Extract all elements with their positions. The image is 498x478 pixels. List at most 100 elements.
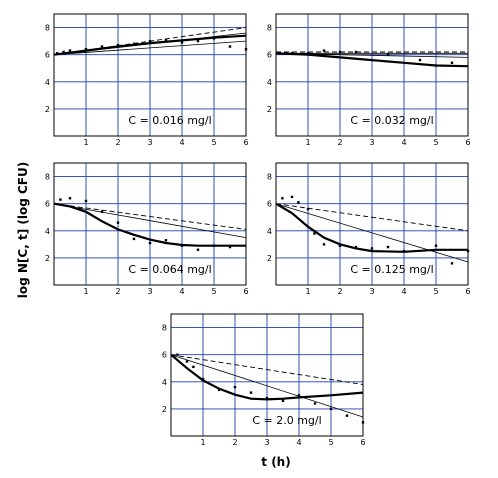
data-point [100, 45, 104, 48]
data-point [185, 360, 189, 363]
panel-4: 1 2 3 4 5 6 2 4 6 8 C = 0.125 mg/l [267, 162, 471, 296]
y-tick-label: 4 [267, 78, 272, 87]
data-point [281, 197, 284, 200]
data-point [354, 50, 358, 54]
x-tick-label: 2 [232, 438, 237, 447]
data-point [56, 52, 59, 55]
data-point [180, 244, 184, 247]
x-tick-label: 6 [243, 287, 248, 296]
plot-frame [275, 162, 469, 286]
data-point [386, 245, 390, 249]
data-point [176, 353, 179, 356]
data-point [217, 388, 221, 392]
x-tick-label: 1 [200, 438, 205, 447]
x-tick-label: 4 [401, 287, 406, 296]
data-point [265, 396, 269, 400]
y-tick-label: 2 [45, 254, 50, 263]
data-point [148, 241, 152, 245]
data-point [297, 394, 301, 397]
data-point [450, 61, 454, 64]
data-point [212, 244, 216, 247]
data-point [212, 37, 216, 40]
data-point [313, 402, 317, 405]
y-tick-label: 2 [162, 405, 167, 414]
panel-1: 1 2 3 4 5 6 2 4 6 8 C = 0.016 mg/l [45, 13, 249, 147]
data-point [192, 365, 195, 369]
data-point [354, 245, 358, 249]
x-tick-label: 6 [465, 287, 470, 296]
data-point [313, 232, 316, 235]
data-point [164, 38, 168, 41]
data-point [402, 249, 406, 253]
x-tick-label: 6 [243, 138, 248, 147]
data-point [196, 39, 200, 43]
y-tick-label: 2 [267, 105, 272, 114]
x-tick-label: 4 [296, 438, 301, 447]
y-tick-label: 6 [45, 51, 50, 60]
y-tick-label: 4 [267, 227, 272, 236]
x-tick-label: 2 [115, 138, 120, 147]
y-tick-label: 8 [45, 173, 50, 182]
panel-2: 1 2 3 4 5 6 2 4 6 8 C = 0.032 mg/l [267, 13, 471, 147]
plot-frame [275, 13, 469, 137]
concentration-label: C = 0.125 mg/l [350, 263, 433, 276]
data-point [84, 48, 88, 51]
data-point [148, 39, 152, 43]
data-point [201, 377, 205, 381]
y-tick-label: 6 [162, 351, 167, 360]
data-point [418, 58, 422, 62]
data-point [59, 198, 62, 201]
concentration-label: C = 0.016 mg/l [128, 114, 211, 127]
data-point [345, 414, 349, 417]
data-point [196, 248, 200, 251]
x-tick-label: 3 [147, 287, 152, 296]
x-tick-label: 5 [211, 287, 216, 296]
data-point [228, 45, 232, 48]
y-tick-label: 8 [162, 324, 167, 333]
x-tick-label: 4 [179, 138, 184, 147]
x-tick-label: 3 [369, 138, 374, 147]
data-point [233, 386, 237, 389]
data-point [281, 399, 285, 402]
y-tick-label: 4 [45, 227, 50, 236]
data-point [306, 207, 310, 211]
x-tick-label: 2 [337, 138, 342, 147]
x-tick-label: 4 [179, 287, 184, 296]
x-tick-label: 5 [328, 438, 333, 447]
x-tick-label: 4 [401, 138, 406, 147]
thin-line [53, 40, 247, 56]
data-point [68, 197, 72, 200]
data-point [164, 239, 168, 242]
data-point [68, 49, 72, 52]
data-point [116, 221, 120, 224]
dashed-line [53, 203, 247, 230]
data-point [244, 48, 248, 51]
y-tick-label: 8 [45, 24, 50, 33]
y-tick-label: 6 [267, 51, 272, 60]
thin-line [53, 32, 247, 56]
y-tick-label: 4 [162, 378, 167, 387]
concentration-label: C = 2.0 mg/l [252, 414, 321, 427]
y-tick-label: 6 [267, 200, 272, 209]
model-curve [170, 353, 364, 401]
plot-frame [170, 313, 364, 437]
data-point [284, 52, 287, 55]
data-point [329, 407, 333, 411]
x-tick-label: 1 [305, 138, 310, 147]
x-tick-label: 2 [337, 287, 342, 296]
data-point [338, 244, 342, 247]
x-tick-label: 3 [264, 438, 269, 447]
model-curve [53, 202, 246, 247]
y-tick-label: 6 [45, 200, 50, 209]
data-point [338, 50, 342, 54]
thin-line [53, 203, 247, 238]
data-point [386, 53, 390, 56]
dashed-line [170, 354, 364, 385]
x-tick-label: 5 [433, 138, 438, 147]
data-point [100, 210, 104, 213]
x-tick-label: 3 [369, 287, 374, 296]
concentration-label: C = 0.032 mg/l [350, 114, 433, 127]
data-point [62, 50, 65, 54]
x-tick-label: 3 [147, 138, 152, 147]
data-point [322, 49, 326, 52]
